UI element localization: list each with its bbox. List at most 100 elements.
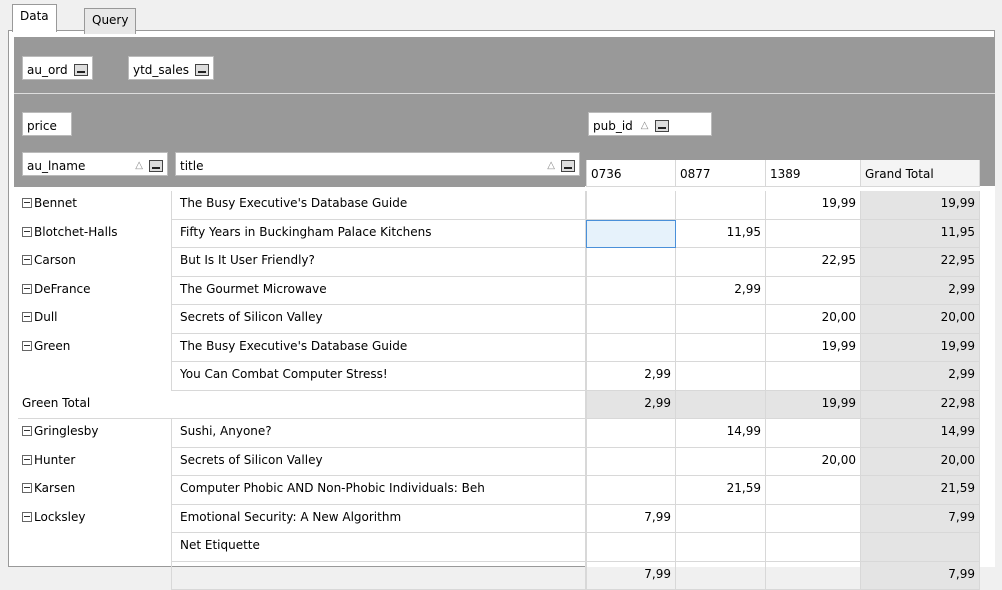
collapse-toggle[interactable] <box>22 227 32 237</box>
row-label: DeFrance <box>18 277 172 306</box>
value-cell-text: 21,59 <box>727 481 761 495</box>
value-cell[interactable] <box>766 419 861 448</box>
tab[interactable]: Query <box>84 8 136 34</box>
collapse-toggle[interactable] <box>22 483 32 493</box>
column-field-button-text: pub_id <box>593 119 633 133</box>
data-field-button[interactable]: price <box>22 112 72 136</box>
value-cell[interactable] <box>676 191 766 220</box>
grand-total-cell[interactable]: 19,99 <box>861 191 980 220</box>
value-cell[interactable]: 19,99 <box>766 191 861 220</box>
dropdown[interactable] <box>655 120 669 132</box>
dropdown[interactable] <box>74 64 88 76</box>
sort-icon[interactable]: △ <box>641 120 649 131</box>
dropdown[interactable] <box>195 64 209 76</box>
title-text: The Gourmet Microwave <box>180 282 327 296</box>
value-cell[interactable]: 21,59 <box>676 476 766 505</box>
value-cell[interactable] <box>586 220 676 249</box>
dropdown[interactable] <box>149 160 163 172</box>
value-cell[interactable] <box>676 448 766 477</box>
collapse-toggle[interactable] <box>22 341 32 351</box>
value-cell-text: 2,99 <box>644 396 671 410</box>
value-cell[interactable] <box>586 277 676 306</box>
value-cell[interactable] <box>676 505 766 534</box>
dropdown[interactable] <box>561 160 575 172</box>
sort-icon[interactable]: △ <box>135 160 143 171</box>
grand-total-cell[interactable]: 21,59 <box>861 476 980 505</box>
value-cell[interactable]: 19,99 <box>766 334 861 363</box>
grand-total-cell[interactable]: 7,99 <box>861 562 980 590</box>
value-cell[interactable] <box>766 362 861 391</box>
value-cell[interactable]: 14,99 <box>676 419 766 448</box>
grand-total-cell[interactable]: 22,98 <box>861 391 980 420</box>
value-cell[interactable] <box>586 476 676 505</box>
grand-total-cell[interactable]: 20,00 <box>861 305 980 334</box>
filter-field-button[interactable]: ytd_sales <box>128 56 214 80</box>
grand-total-cell[interactable]: 19,99 <box>861 334 980 363</box>
value-cell[interactable] <box>676 305 766 334</box>
value-cell[interactable] <box>586 448 676 477</box>
value-cell[interactable]: 20,00 <box>766 448 861 477</box>
value-cell-text: 14,99 <box>727 424 761 438</box>
value-cell[interactable] <box>586 248 676 277</box>
value-cell[interactable]: 7,99 <box>586 505 676 534</box>
row-label: Locksley <box>18 505 172 534</box>
row-field-button[interactable]: au_lname△ <box>22 152 168 176</box>
row-title: Sushi, Anyone? <box>172 419 586 448</box>
value-cell[interactable]: 19,99 <box>766 391 861 420</box>
value-cell[interactable]: 2,99 <box>676 277 766 306</box>
grand-total-cell[interactable]: 2,99 <box>861 277 980 306</box>
value-cell[interactable] <box>586 334 676 363</box>
value-cell[interactable]: 22,95 <box>766 248 861 277</box>
column-field-button[interactable]: pub_id △ <box>588 112 712 136</box>
filter-field-button[interactable]: au_ord <box>22 56 93 80</box>
grand-total-cell[interactable]: 11,95 <box>861 220 980 249</box>
grand-total-cell[interactable]: 20,00 <box>861 448 980 477</box>
collapse-toggle[interactable] <box>22 512 32 522</box>
value-cell[interactable] <box>766 476 861 505</box>
tab[interactable]: Data <box>12 4 57 32</box>
value-cell[interactable] <box>586 305 676 334</box>
value-cell[interactable]: 11,95 <box>676 220 766 249</box>
value-cell-text: 19,99 <box>822 196 856 210</box>
value-cell[interactable] <box>766 562 861 590</box>
collapse-toggle[interactable] <box>22 255 32 265</box>
value-cell[interactable] <box>676 334 766 363</box>
grand-total-cell[interactable]: 7,99 <box>861 505 980 534</box>
value-cell[interactable] <box>766 533 861 562</box>
grand-total-cell[interactable]: 14,99 <box>861 419 980 448</box>
column-header-text: 0877 <box>680 167 711 181</box>
value-cell[interactable] <box>676 391 766 420</box>
title-text: Emotional Security: A New Algorithm <box>180 510 401 524</box>
value-cell[interactable] <box>586 533 676 562</box>
collapse-toggle[interactable] <box>22 198 32 208</box>
column-header: 0877 <box>676 160 766 187</box>
value-cell[interactable]: 20,00 <box>766 305 861 334</box>
value-cell[interactable]: 2,99 <box>586 362 676 391</box>
row-title: Fifty Years in Buckingham Palace Kitchen… <box>172 220 586 249</box>
collapse-toggle[interactable] <box>22 284 32 294</box>
value-cell[interactable] <box>676 248 766 277</box>
row-title: But Is It User Friendly? <box>172 248 586 277</box>
value-cell[interactable] <box>586 191 676 220</box>
value-cell[interactable] <box>676 533 766 562</box>
grand-total-cell[interactable]: 2,99 <box>861 362 980 391</box>
collapse-toggle[interactable] <box>22 312 32 322</box>
value-cell[interactable]: 7,99 <box>586 562 676 590</box>
sort-icon[interactable]: △ <box>547 160 555 171</box>
value-cell[interactable] <box>766 220 861 249</box>
grand-total-cell-text: 20,00 <box>941 453 975 467</box>
value-cell[interactable] <box>676 562 766 590</box>
row-field-button[interactable]: title △ <box>175 152 580 176</box>
value-cell[interactable]: 2,99 <box>586 391 676 420</box>
value-cell[interactable] <box>766 277 861 306</box>
row-field-button-text: title <box>180 159 203 173</box>
grand-total-cell[interactable]: 22,95 <box>861 248 980 277</box>
value-cell[interactable] <box>766 505 861 534</box>
value-cell[interactable] <box>586 419 676 448</box>
collapse-toggle[interactable] <box>22 426 32 436</box>
value-cell[interactable] <box>676 362 766 391</box>
tab-text: Query <box>92 13 128 27</box>
row-title: Secrets of Silicon Valley <box>172 448 586 477</box>
collapse-toggle[interactable] <box>22 455 32 465</box>
grand-total-cell[interactable] <box>861 533 980 562</box>
